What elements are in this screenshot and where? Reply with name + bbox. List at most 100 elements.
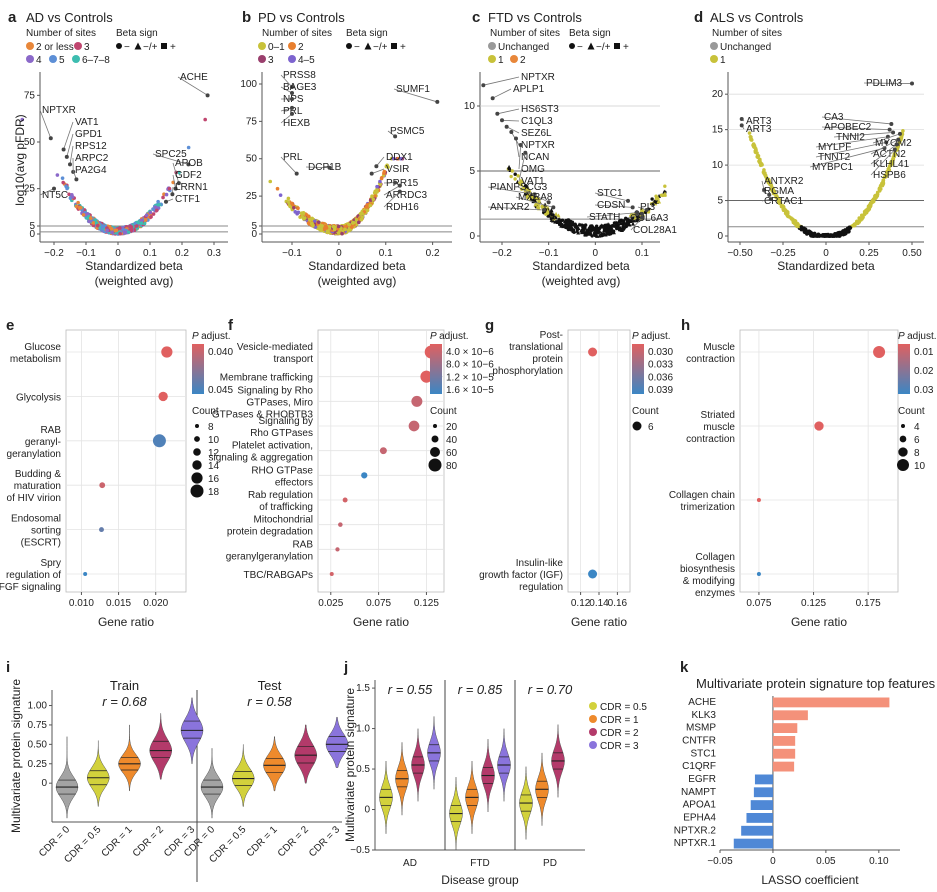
callout-line (872, 133, 901, 144)
plot-area (739, 329, 899, 593)
legend-title-italic: P (898, 331, 907, 342)
gene-label: PDLIM3 (866, 78, 903, 89)
highlighted-point (523, 150, 528, 155)
gene-label: LRRN1 (175, 182, 208, 193)
term-label: muscle (703, 422, 735, 433)
gene-label: ANTXR2 (764, 176, 804, 187)
data-point (347, 222, 352, 227)
callout-line (515, 196, 554, 208)
legend-title-italic: P (192, 331, 201, 342)
x-tick-label: 0.14 (589, 598, 609, 609)
size-label: 6 (648, 422, 654, 433)
legend-title: P adjust. (898, 331, 937, 342)
data-point (88, 216, 93, 220)
legend-swatch (26, 55, 34, 63)
x-tick-label: 0.010 (69, 598, 94, 609)
x-tick-label: 0.50 (902, 248, 922, 259)
color-scale (632, 344, 644, 394)
coefficient-bar (772, 748, 796, 759)
highlighted-point (504, 124, 509, 129)
highlighted-point (500, 118, 504, 123)
data-point (621, 222, 626, 227)
x-tick-label: CDR = 1 (245, 824, 280, 859)
data-point (516, 174, 520, 178)
x-axis-label: (weighted avg) (542, 274, 621, 288)
panel-label: g (485, 317, 494, 334)
plot-area (65, 329, 187, 593)
gene-label: RPS12 (75, 141, 107, 152)
legend-title-text: adjust. (201, 331, 230, 342)
term-label: sorting (31, 526, 61, 537)
panel-label: b (242, 9, 251, 26)
callout-line (280, 74, 293, 88)
data-point (763, 173, 767, 177)
highlighted-point (48, 136, 53, 141)
violin-shape (263, 736, 286, 792)
data-point (518, 178, 523, 183)
highlighted-point (205, 93, 210, 98)
data-point (846, 227, 850, 231)
data-point (768, 181, 773, 186)
x-axis-label: Standardized beta (85, 259, 183, 273)
data-point (365, 208, 370, 213)
size-label: 4 (914, 422, 920, 433)
term-label: signaling & aggregation (208, 453, 313, 464)
data-point (156, 199, 160, 204)
term-label: geranyl- (25, 437, 61, 448)
coefficient-bar (741, 825, 773, 836)
gene-label: PRR15 (386, 178, 419, 189)
callout-line (487, 186, 535, 195)
x-tick-label: 0.125 (801, 598, 826, 609)
x-tick-label: −0.25 (770, 248, 796, 259)
x-axis-label: (weighted avg) (95, 274, 174, 288)
term-label: GTPases, Miro (246, 397, 313, 408)
callout-line (594, 204, 633, 208)
data-point (161, 195, 165, 200)
data-point (610, 227, 615, 232)
x-tick-label: CDR = 2 (131, 824, 166, 859)
legend-title: Number of sites (712, 28, 782, 39)
feature-label: NAMPT (681, 787, 716, 798)
legend-swatch (72, 55, 80, 63)
enrichment-dot (588, 569, 598, 579)
color-tick-label: 1.2 × 10−5 (446, 372, 494, 383)
legend-title: Count (430, 406, 457, 417)
legend-title-text: adjust. (907, 331, 936, 342)
gene-label: TNNT2 (818, 152, 851, 163)
data-point (751, 144, 756, 149)
y-tick-label: 0.75 (28, 720, 48, 731)
gene-label: STC1 (597, 188, 623, 199)
data-point (650, 197, 654, 201)
callout-line (833, 132, 894, 138)
enrichment-dot (335, 547, 340, 552)
data-point (566, 227, 571, 232)
data-point (551, 213, 555, 217)
x-tick-label: 0.05 (816, 856, 836, 867)
data-point (350, 225, 354, 229)
data-point (805, 229, 809, 234)
coefficient-bar (750, 800, 773, 810)
term-label: Striated (701, 410, 735, 421)
data-point (513, 177, 517, 181)
size-label: 12 (208, 448, 220, 459)
y-tick-label: 5 (469, 166, 475, 177)
data-point (292, 205, 296, 210)
highlighted-point (164, 199, 168, 204)
enrichment-dot (588, 347, 598, 357)
legend-title: Count (192, 406, 219, 417)
callout-line (483, 76, 520, 86)
callout-line (517, 186, 549, 203)
color-tick-label: 4.0 × 10−6 (446, 347, 494, 358)
callout-line (497, 108, 520, 115)
data-point (597, 233, 602, 238)
size-label: 8 (208, 422, 214, 433)
gene-label: ACHE (180, 72, 208, 83)
legend-title-italic: P (430, 331, 439, 342)
callout-line (280, 113, 293, 124)
data-point (313, 225, 318, 229)
data-point (391, 156, 396, 161)
data-point (762, 168, 766, 172)
y-tick-label: 0 (251, 229, 257, 240)
data-point (781, 207, 786, 211)
